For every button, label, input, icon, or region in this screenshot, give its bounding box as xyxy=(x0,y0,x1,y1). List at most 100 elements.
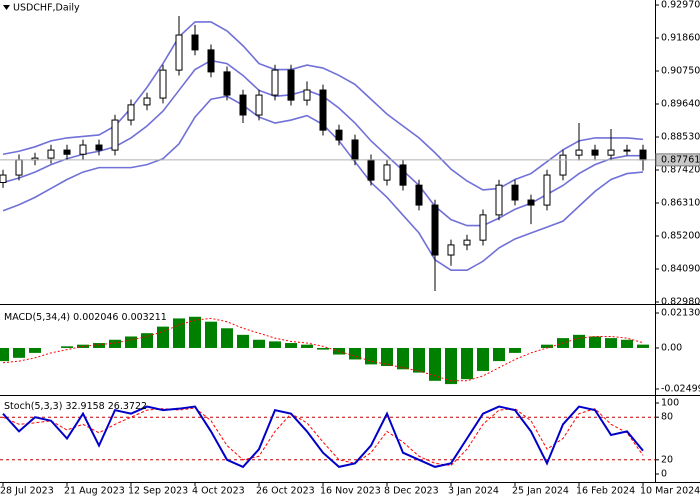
macd-bar xyxy=(333,347,345,355)
candle-body xyxy=(463,239,471,246)
y-tick-label: 0.86310 xyxy=(661,198,700,209)
macd-bar xyxy=(509,347,521,353)
y-tick-label: 0 xyxy=(661,469,667,480)
x-tick-label: 4 Oct 2023 xyxy=(192,486,245,497)
stoch-title: Stoch(5,3,3) xyxy=(4,401,62,412)
macd-bar xyxy=(29,347,41,353)
stoch-signal-line xyxy=(2,407,644,467)
macd-bar xyxy=(541,344,553,348)
y-tick-label: 0.90750 xyxy=(661,66,700,77)
current-price-box xyxy=(655,153,700,167)
candle-body xyxy=(15,159,23,176)
candle-body xyxy=(367,159,375,181)
macd-bar xyxy=(13,347,25,358)
menu-triangle[interactable] xyxy=(3,5,10,10)
x-tick-label: 21 Aug 2023 xyxy=(64,486,125,497)
candle-body xyxy=(511,184,519,201)
candle-body xyxy=(159,69,167,99)
x-tick-label: 10 Mar 2024 xyxy=(640,486,700,497)
y-tick-label: 20 xyxy=(661,454,673,465)
macd-signal-line xyxy=(2,317,644,382)
candle-body xyxy=(287,69,295,101)
candle-body xyxy=(63,149,71,155)
candle-body xyxy=(271,69,279,96)
macd-bar xyxy=(637,344,649,348)
macd-bar xyxy=(589,336,601,348)
candle-body xyxy=(383,164,391,181)
macd-bar xyxy=(189,316,201,348)
candle-body xyxy=(255,94,263,116)
stoch-main-line xyxy=(2,405,644,469)
y-tick-label: 100 xyxy=(661,398,679,409)
y-tick-label: 0.91860 xyxy=(661,33,700,44)
candle-body xyxy=(559,154,567,176)
candle-body xyxy=(223,71,231,96)
current-price-label: 0.87761 xyxy=(661,154,700,165)
y-tick-label: 0.00 xyxy=(661,342,682,353)
y-tick-label: 0.89640 xyxy=(661,99,700,110)
candle-body xyxy=(639,149,647,161)
candle-body xyxy=(111,119,119,151)
macd-bar xyxy=(413,347,425,373)
stoch-k-value: 32.9158 xyxy=(65,401,104,412)
macd-bar xyxy=(461,347,473,380)
y-tick-label: 0.84090 xyxy=(661,264,700,275)
macd-bar xyxy=(269,341,281,348)
candle-body xyxy=(527,199,535,206)
macd-bar xyxy=(605,338,617,348)
macd-bar xyxy=(173,318,185,348)
candle-body xyxy=(319,89,327,131)
candle-body xyxy=(431,204,439,256)
macd-bar xyxy=(285,343,297,348)
macd-bar xyxy=(237,334,249,348)
macd-bar xyxy=(0,347,9,362)
x-tick-label: 12 Sep 2023 xyxy=(128,486,188,497)
candle-body xyxy=(95,144,103,151)
macd-bar xyxy=(61,346,73,348)
macd-bar xyxy=(477,347,489,371)
macd-bar xyxy=(349,347,361,360)
bollinger-band xyxy=(2,21,644,191)
macd-bar xyxy=(93,343,105,348)
candle-body xyxy=(607,149,615,156)
candle-body xyxy=(575,149,583,156)
candle-body xyxy=(591,149,599,156)
macd-bar xyxy=(429,347,441,381)
macd-bar xyxy=(365,347,377,365)
x-tick-label: 26 Oct 2023 xyxy=(256,486,315,497)
y-tick-label: 80 xyxy=(661,412,673,423)
candle-body xyxy=(415,184,423,206)
macd-bar xyxy=(109,339,121,348)
macd-bar xyxy=(573,334,585,348)
candle-body xyxy=(623,149,631,152)
x-tick-label: 28 Jul 2023 xyxy=(0,486,54,497)
x-tick-label: 25 Jan 2024 xyxy=(512,486,569,497)
candle-body xyxy=(399,164,407,186)
candle-body xyxy=(479,214,487,241)
stoch-header: Stoch(5,3,3) 32.9158 26.3722 xyxy=(4,401,147,412)
candle-body xyxy=(79,144,87,155)
y-tick-label: 0.92970 xyxy=(661,0,700,11)
macd-bar xyxy=(253,339,265,348)
stoch-d-value: 26.3722 xyxy=(108,401,147,412)
y-tick-label: 0.85200 xyxy=(661,231,700,242)
x-tick-label: 3 Jan 2024 xyxy=(448,486,499,497)
y-tick-label: 0.88530 xyxy=(661,132,700,143)
candle-body xyxy=(447,244,455,256)
macd-value: 0.002046 xyxy=(73,312,118,323)
macd-bar xyxy=(621,339,633,348)
macd-bar xyxy=(397,347,409,370)
candle-body xyxy=(351,139,359,161)
macd-header: MACD(5,34,4) 0.002046 0.003211 xyxy=(4,312,167,323)
macd-bar xyxy=(445,347,457,385)
macd-bar xyxy=(301,344,313,348)
candle-body xyxy=(239,94,247,116)
candle-body xyxy=(303,89,311,101)
macd-bar xyxy=(141,333,153,348)
macd-bar xyxy=(157,326,169,348)
macd-bar xyxy=(493,347,505,362)
